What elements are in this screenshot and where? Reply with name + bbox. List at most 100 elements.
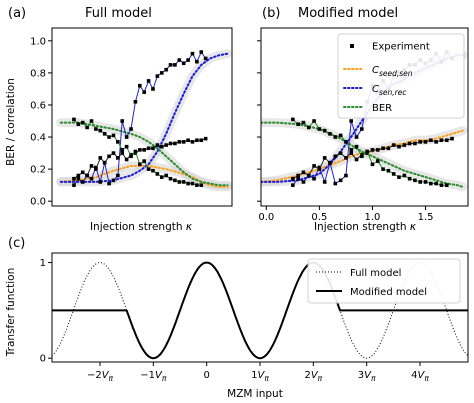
experiment-point [89, 164, 94, 168]
experiment-point [164, 67, 168, 72]
x-tick-label: −1Vπ [140, 370, 167, 383]
experiment-point [98, 128, 103, 133]
panel-a-xlabel: Injection strength κ [90, 221, 193, 233]
experiment-point [186, 138, 190, 143]
experiment-point [164, 143, 168, 147]
legend-box [337, 33, 465, 119]
y-tick-label: 0.8 [30, 68, 46, 79]
experiment-point [76, 173, 81, 178]
experiment-point [370, 162, 375, 167]
experiment-point [168, 176, 173, 181]
experiment-point [370, 148, 375, 152]
experiment-point [98, 156, 103, 160]
x-tick-label: 0 [203, 370, 209, 381]
experiment-point [107, 181, 111, 186]
experiment-point [429, 181, 433, 186]
experiment-point [312, 119, 316, 123]
experiment-point [85, 173, 89, 178]
experiment-point [186, 181, 190, 186]
model-line-ber [59, 121, 229, 187]
experiment-point [129, 127, 133, 131]
experiment-point [349, 119, 354, 123]
experiment-point [72, 176, 76, 181]
experiment-point [407, 176, 412, 181]
experiment-point [354, 157, 359, 162]
experiment-point [168, 141, 173, 146]
experiment-point [94, 167, 98, 171]
experiment-point [402, 143, 407, 147]
experiment-point [164, 173, 168, 178]
experiment-point [391, 143, 396, 147]
experiment-point [439, 138, 444, 143]
experiment-point [111, 133, 116, 138]
experiment-point [296, 176, 300, 181]
experiment-point [138, 162, 142, 167]
plot-area [56, 49, 232, 192]
x-tick-label: 1.0 [365, 212, 381, 223]
legend-label-c-seed-sen: Cseed,sen [372, 65, 413, 78]
experiment-point [291, 176, 295, 181]
x-tick-label: 3Vπ [358, 370, 376, 383]
panel-c-xlabel: MZM input [227, 388, 283, 400]
experiment-point [354, 144, 359, 149]
experiment-point [124, 144, 129, 149]
experiment-point [151, 146, 155, 151]
experiment-point [142, 148, 146, 152]
experiment-point [80, 120, 85, 125]
experiment-point [301, 120, 306, 125]
y-tick-label: 1.0 [30, 36, 46, 47]
model-line-c-sen-rec [59, 52, 229, 183]
experiment-point [120, 119, 125, 123]
legend-label-experiment: Experiment [372, 42, 430, 53]
experiment-point [142, 159, 146, 163]
experiment-point [344, 173, 348, 178]
experiment-point [386, 146, 391, 151]
experiment-point [168, 63, 173, 67]
legend-c: Full model Modified model [307, 258, 461, 304]
experiment-point [85, 125, 89, 130]
experiment-point [333, 181, 338, 186]
experiment-point [354, 135, 359, 139]
experiment-point [429, 138, 433, 143]
experiment-point [296, 173, 300, 178]
experiment-point [102, 132, 107, 136]
experiment-point [72, 183, 76, 187]
experiment-point [301, 180, 306, 184]
experiment-point [190, 140, 195, 144]
experiment-point [89, 119, 94, 123]
y-tick-label: 0.2 [30, 165, 46, 176]
experiment-point [349, 151, 354, 155]
plot-frame [260, 27, 469, 207]
experiment-point [116, 173, 120, 178]
experiment-point [423, 140, 428, 144]
experiment-point [434, 140, 438, 144]
panel-a-title: Full model [85, 6, 152, 21]
experiment-point [107, 135, 111, 139]
experiment-point [173, 63, 177, 67]
experiment-point [177, 180, 182, 184]
experiment-point [397, 175, 401, 179]
experiment-point [418, 180, 423, 184]
experiment-point [381, 167, 385, 171]
experiment-point [322, 156, 327, 160]
experiment-point [181, 140, 186, 144]
experiment-point [386, 168, 391, 173]
experiment-point [138, 83, 142, 88]
experiment-point [107, 154, 111, 159]
experiment-point [375, 148, 380, 152]
experiment-point [375, 159, 380, 163]
experiment-point [312, 164, 316, 168]
experiment-point [80, 180, 85, 184]
experiment-point [177, 58, 182, 62]
experiment-point [333, 154, 338, 159]
experiment-point [338, 151, 343, 155]
experiment-point [360, 127, 364, 131]
legend-label-c-sen-rec: Csen,rec [372, 84, 407, 97]
legend-ab: Experiment Cseed,sen Csen,rec BER [337, 33, 465, 119]
legend-label-modified-model: Modified model [350, 287, 427, 298]
experiment-point [116, 140, 120, 144]
panel-b-title: Modified model [298, 6, 398, 21]
experiment-point [291, 183, 295, 187]
panel-a-letter: (a) [8, 6, 26, 21]
